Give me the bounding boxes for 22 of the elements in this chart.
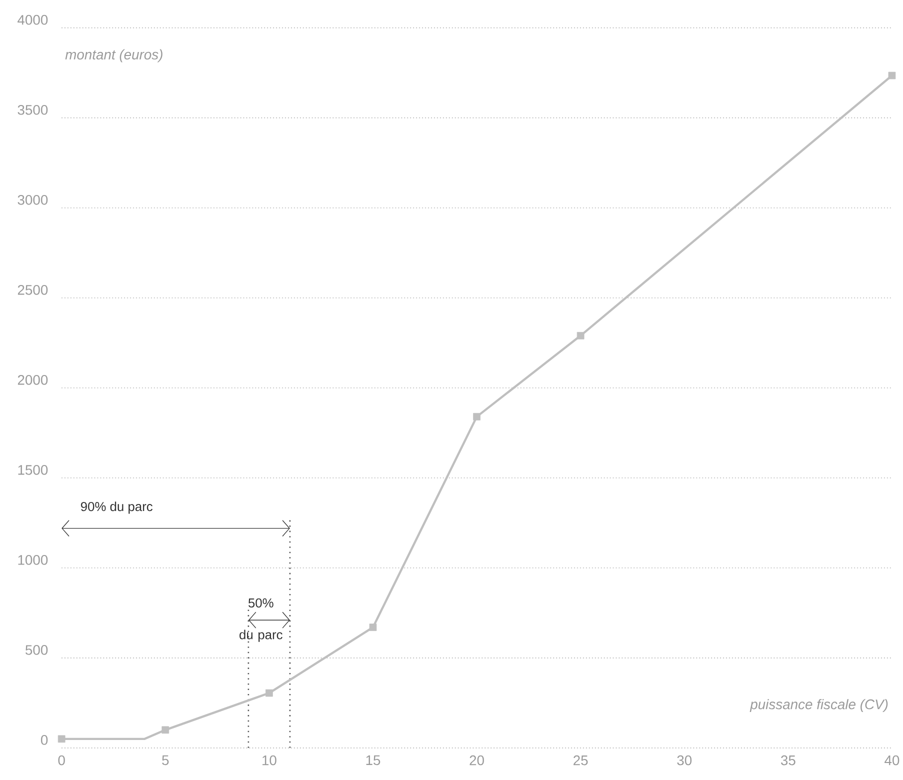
- x-tick-label: 25: [574, 756, 588, 766]
- y-tick-label: 2000: [18, 375, 48, 385]
- y-tick-label: 2500: [18, 285, 48, 295]
- y-tick-label: 4000: [18, 15, 48, 25]
- y-tick-label: 1000: [18, 555, 48, 566]
- annotation: 90% du parc: [80, 502, 152, 514]
- x-tick-label: 10: [262, 756, 276, 766]
- y-tick-label: 1500: [18, 465, 48, 476]
- y-tick-label: 3500: [18, 105, 48, 115]
- x-tick-label: 30: [677, 756, 692, 766]
- text: 50% du parc: [240, 598, 282, 642]
- x-tick-label: 5: [162, 756, 169, 766]
- x-tick-label: 40: [884, 756, 900, 766]
- y-tick-label: 0: [40, 735, 48, 746]
- x-tick-label: 35: [780, 756, 796, 766]
- y-tick-label: 3000: [18, 195, 48, 205]
- x-tick-label: 20: [470, 756, 484, 766]
- x-tick-label: 15: [366, 756, 380, 766]
- x-tick-label: 0: [58, 756, 65, 766]
- y-tick-label: 500: [26, 645, 48, 656]
- y-axis-title: montant (euros): [65, 49, 162, 62]
- x-axis-title: puissance fiscale (CV): [750, 699, 888, 712]
